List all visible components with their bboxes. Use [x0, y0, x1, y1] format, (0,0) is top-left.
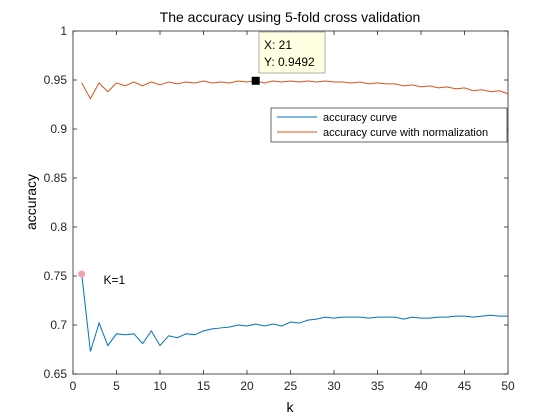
x-tick-label-7: 35 [371, 379, 385, 393]
datatip-marker [251, 76, 260, 85]
y-axis-ticks: 0.65 0.7 0.75 0.8 0.85 0.9 0.95 1 [44, 24, 508, 381]
x-tick-label-10: 50 [501, 379, 515, 393]
y-axis-label: accuracy [23, 174, 39, 230]
x-axis-label: k [287, 399, 295, 415]
x-axis-ticks: 0 5 10 15 20 25 30 35 40 45 50 [70, 31, 515, 393]
datatip-box [258, 31, 326, 74]
y-tick-label-5: 0.9 [50, 122, 67, 136]
datatip-x-text: X: 21 [264, 38, 292, 52]
series-layer [81, 80, 509, 352]
x-tick-label-9: 45 [458, 379, 472, 393]
plot-area-box [72, 30, 509, 375]
y-tick-label-1: 0.7 [50, 318, 67, 332]
x-tick-label-5: 25 [284, 379, 298, 393]
x-tick-label-3: 15 [197, 379, 211, 393]
x-tick-label-2: 10 [153, 379, 167, 393]
x-tick-label-0: 0 [70, 379, 77, 393]
series-line-0 [81, 273, 508, 352]
y-tick-label-6: 0.95 [44, 73, 68, 87]
y-tick-label-3: 0.8 [50, 220, 67, 234]
legend-label-accuracy-curve: accuracy curve [323, 112, 397, 124]
x-tick-label-4: 20 [240, 379, 254, 393]
datatip: X: 21 Y: 0.9492 [258, 31, 326, 74]
y-tick-label-7: 1 [60, 24, 67, 38]
k1-highlight-marker [78, 270, 86, 278]
annotation-layer: K=1 [103, 273, 125, 287]
annotation-0: K=1 [103, 273, 125, 287]
legend-label-accuracy-curve-with-normalization: accuracy curve with normalization [323, 127, 488, 139]
y-tick-label-4: 0.85 [44, 171, 68, 185]
x-tick-label-8: 40 [414, 379, 428, 393]
markers-layer [78, 76, 260, 278]
series-line-1 [81, 80, 509, 100]
legend-box [270, 107, 508, 143]
datatip-y-text: Y: 0.9492 [264, 55, 315, 69]
x-tick-label-1: 5 [113, 379, 120, 393]
legend: accuracy curve accuracy curve with norma… [270, 107, 508, 143]
chart-title: The accuracy using 5-fold cross validati… [160, 9, 421, 25]
y-tick-label-2: 0.75 [44, 269, 68, 283]
x-tick-label-6: 30 [327, 379, 341, 393]
y-tick-label-0: 0.65 [44, 367, 68, 381]
